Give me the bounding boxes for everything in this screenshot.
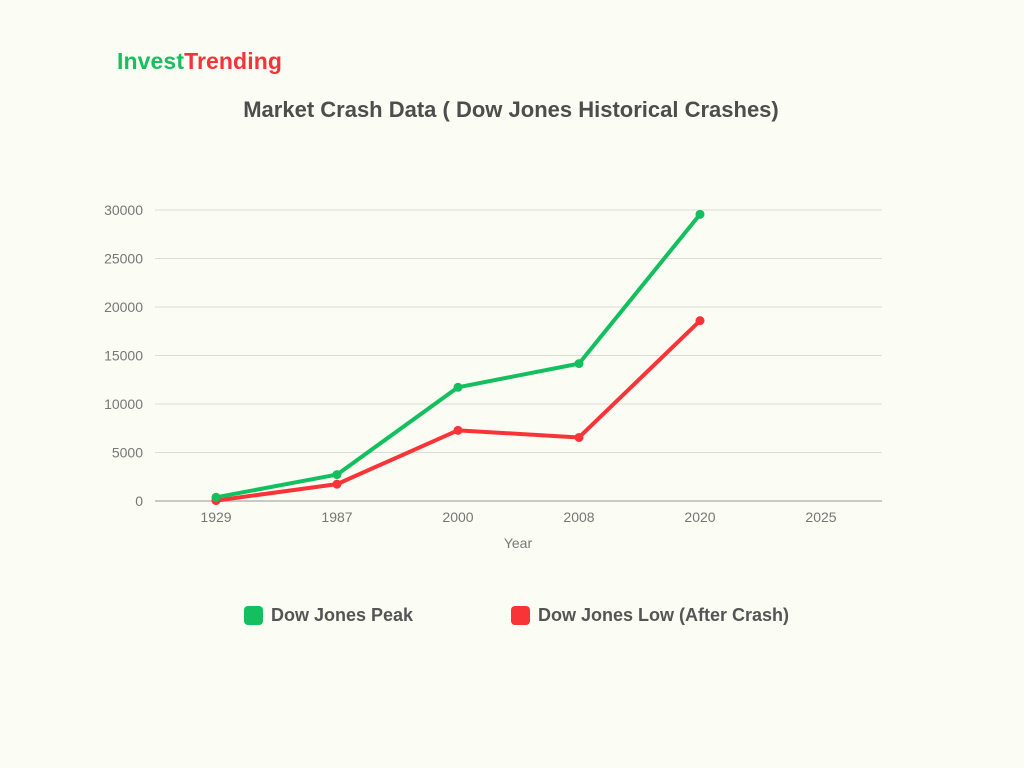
x-tick-label: 1987	[321, 509, 352, 525]
brand-logo: InvestTrending	[117, 48, 282, 75]
brand-logo-part1: Invest	[117, 48, 185, 74]
data-point	[574, 432, 584, 442]
data-point	[695, 316, 705, 326]
x-tick-label: 1929	[200, 509, 231, 525]
data-point	[453, 425, 463, 435]
y-tick-label: 30000	[104, 202, 143, 218]
y-tick-label: 5000	[112, 445, 143, 461]
series-line	[214, 318, 702, 503]
x-axis-title: Year	[504, 535, 533, 551]
x-tick-label: 2000	[442, 509, 473, 525]
y-tick-label: 15000	[104, 348, 143, 364]
legend-swatch-peak	[244, 605, 263, 625]
x-tick-label: 2020	[684, 509, 715, 525]
x-tick-label: 2008	[563, 509, 594, 525]
x-tick-label: 2025	[805, 509, 836, 525]
chart-title: Market Crash Data ( Dow Jones Historical…	[243, 97, 779, 122]
data-point	[332, 470, 342, 480]
data-point	[332, 479, 342, 489]
data-point	[211, 492, 221, 502]
legend-item-low: Dow Jones Low (After Crash)	[511, 603, 789, 627]
data-point	[695, 209, 705, 219]
data-point	[574, 359, 584, 369]
data-point	[453, 382, 463, 392]
legend-swatch-low	[511, 605, 530, 625]
legend-item-peak: Dow Jones Peak	[244, 603, 413, 627]
brand-logo-part2: Trending	[184, 48, 282, 74]
y-tick-label: 20000	[104, 299, 143, 315]
y-tick-label: 25000	[104, 251, 143, 267]
y-tick-label: 10000	[104, 396, 143, 412]
legend-label-peak: Dow Jones Peak	[271, 604, 414, 625]
legend-label-low: Dow Jones Low (After Crash)	[538, 604, 790, 625]
y-tick-label: 0	[135, 493, 143, 509]
